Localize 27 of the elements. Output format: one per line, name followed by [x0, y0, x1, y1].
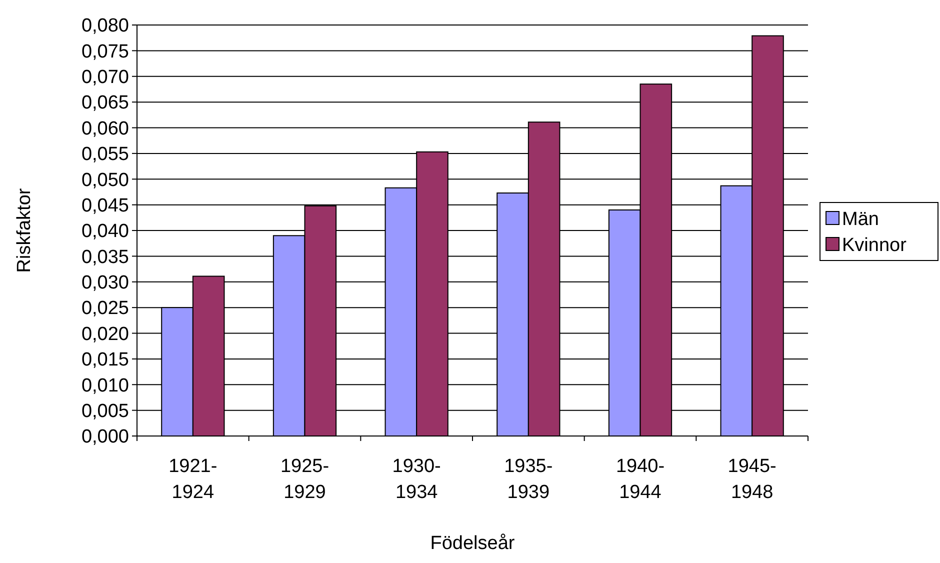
y-tick-label: 0,030 [81, 272, 129, 294]
x-tick-label: 1921-1924 [168, 456, 218, 503]
legend-label: Kvinnor [842, 235, 908, 256]
y-tick-label: 0,060 [81, 118, 129, 140]
y-tick-label: 0,000 [81, 426, 129, 448]
y-tick-label: 0,065 [81, 92, 129, 114]
x-tick-label: 1930-1934 [392, 456, 441, 503]
y-tick-label: 0,015 [81, 350, 129, 371]
y-tick-label: 0,055 [81, 144, 129, 166]
x-tick-label: 1945-1948 [728, 456, 776, 503]
y-tick-label: 0,040 [81, 221, 129, 242]
x-tick-label: 1940-1944 [616, 456, 665, 503]
x-tick-label: 1935-1939 [504, 456, 553, 503]
y-tick-label: 0,080 [81, 16, 129, 37]
y-tick-label: 0,070 [81, 67, 129, 88]
y-axis-title: Riskfaktor [14, 188, 35, 273]
legend-label: Män [842, 209, 879, 230]
y-tick-label: 0,010 [81, 375, 129, 396]
y-tick-label: 0,045 [81, 195, 129, 216]
y-tick-label: 0,075 [81, 41, 129, 62]
y-tick-label: 0,020 [81, 324, 129, 345]
x-axis-title: Födelseår [430, 533, 516, 554]
y-tick-label: 0,035 [81, 246, 129, 268]
y-tick-label: 0,050 [81, 170, 129, 191]
x-tick-label: 1925-1929 [280, 456, 330, 503]
y-tick-label: 0,005 [81, 400, 129, 422]
y-tick-label: 0,025 [81, 298, 129, 320]
